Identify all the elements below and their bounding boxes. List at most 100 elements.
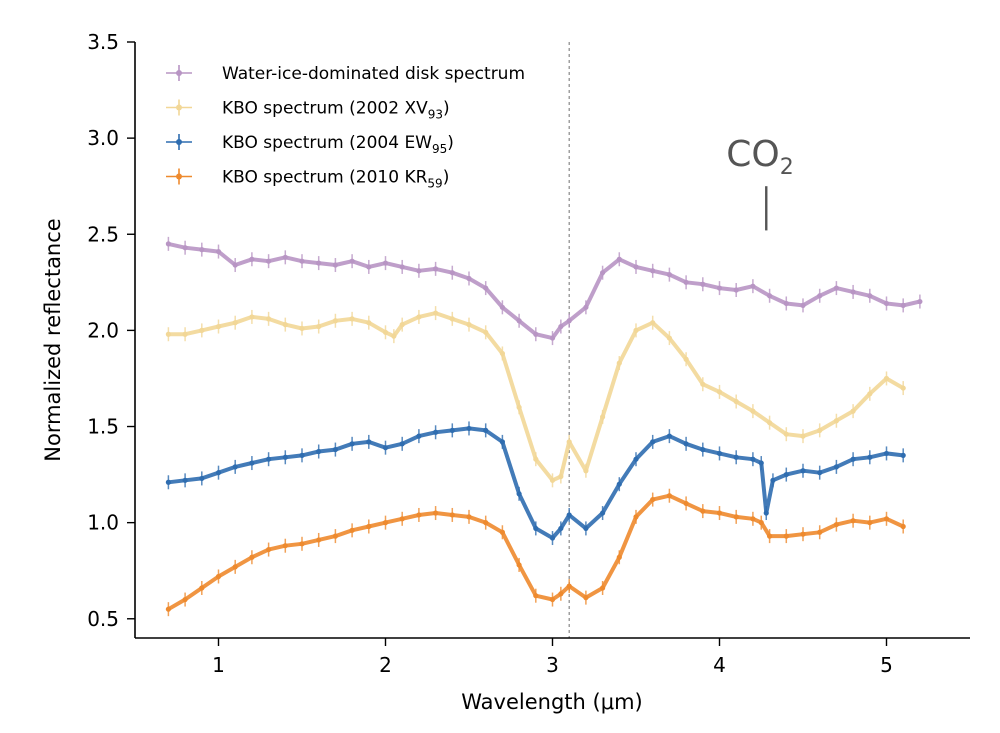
series-point [249, 554, 255, 560]
series-point [249, 460, 255, 466]
series-point [700, 446, 706, 453]
series-point [433, 429, 439, 435]
legend-swatch-marker [176, 173, 182, 180]
series-point [900, 452, 906, 458]
legend-label: KBO spectrum (2002 XV93) [222, 99, 450, 122]
series-point [466, 514, 472, 520]
x-tick-label: 1 [212, 653, 225, 677]
series-point [182, 596, 188, 603]
series-point [549, 596, 556, 603]
series-point [833, 521, 840, 528]
series-point [165, 606, 171, 612]
series-point [366, 523, 372, 530]
series-point [758, 460, 764, 466]
series-point [232, 564, 238, 570]
legend-label-tail: ) [443, 168, 450, 188]
series-point [883, 450, 890, 457]
series-point [366, 264, 372, 270]
series-point [817, 470, 823, 476]
series-point [549, 477, 556, 483]
series-point [533, 525, 539, 532]
series-point [558, 473, 564, 480]
series-point [867, 520, 873, 526]
series-point [833, 285, 840, 291]
series-point [182, 245, 188, 251]
co2-annotation-label: CO2 [726, 134, 793, 180]
series-point [215, 248, 222, 255]
series-point [165, 331, 171, 337]
legend-label: Water-ice-dominated disk spectrum [222, 64, 525, 84]
series-point [499, 439, 505, 445]
series-point [616, 554, 622, 560]
series-point [499, 350, 505, 357]
legend-swatch-marker [176, 104, 182, 111]
series-point [750, 456, 756, 462]
series-point [867, 293, 873, 299]
series-point [199, 327, 205, 333]
series-point [558, 323, 564, 330]
series-point [733, 287, 739, 293]
series-point [232, 320, 238, 326]
series-point [449, 316, 455, 322]
x-tick-label: 5 [880, 653, 893, 677]
series-point [349, 441, 355, 447]
series-point [266, 546, 272, 553]
series-point [366, 320, 372, 326]
series-point [850, 408, 856, 414]
series-point [449, 270, 455, 276]
series-point [483, 285, 489, 291]
legend-label: KBO spectrum (2004 EW95) [222, 133, 454, 156]
series-point [165, 479, 171, 485]
series-point [633, 264, 639, 270]
legend-label: KBO spectrum (2010 KR59) [222, 168, 449, 191]
series-point [583, 525, 589, 532]
legend-label-tail: ) [443, 99, 450, 119]
y-tick-label: 3.0 [87, 126, 119, 150]
series-point [583, 595, 589, 601]
series-point [282, 454, 288, 460]
series-point [666, 433, 673, 439]
series-point [716, 389, 723, 395]
series-point [466, 275, 472, 282]
series-point [800, 433, 806, 439]
series-point [433, 266, 439, 272]
x-tick-label: 2 [379, 653, 392, 677]
series-point [650, 439, 656, 445]
series-point [817, 427, 823, 433]
series-point [433, 310, 439, 316]
series-point [616, 481, 622, 487]
series-point [650, 268, 656, 274]
co2-label-subscript: 2 [780, 155, 794, 180]
series-point [767, 293, 773, 299]
series-point [566, 512, 572, 518]
series-point [700, 508, 706, 514]
series-point [332, 262, 338, 268]
series-point [399, 322, 405, 328]
series-point [650, 320, 656, 326]
legend-label-main: KBO spectrum (2004 EW [222, 133, 432, 153]
series-point [366, 439, 372, 445]
series-point [566, 318, 572, 324]
series-point [549, 535, 556, 541]
series-point [215, 323, 222, 330]
legend-label-tail: ) [447, 133, 454, 153]
legend-item: Water-ice-dominated disk spectrum [166, 64, 525, 84]
series-point [633, 456, 639, 462]
series-point [416, 433, 422, 439]
series-point [382, 445, 389, 451]
series-point [783, 533, 789, 539]
series-point [316, 537, 322, 543]
series-point [783, 471, 789, 478]
legend-item: KBO spectrum (2002 XV93) [166, 99, 450, 122]
legend-item: KBO spectrum (2010 KR59) [166, 168, 449, 191]
y-tick-label: 0.5 [87, 607, 119, 631]
series-point [549, 335, 556, 341]
series-point [266, 456, 272, 462]
series-point [433, 510, 439, 516]
series-point [449, 512, 455, 518]
series-point [850, 518, 856, 524]
series-point [558, 525, 564, 532]
series-point [416, 268, 422, 274]
series-point [483, 427, 489, 433]
